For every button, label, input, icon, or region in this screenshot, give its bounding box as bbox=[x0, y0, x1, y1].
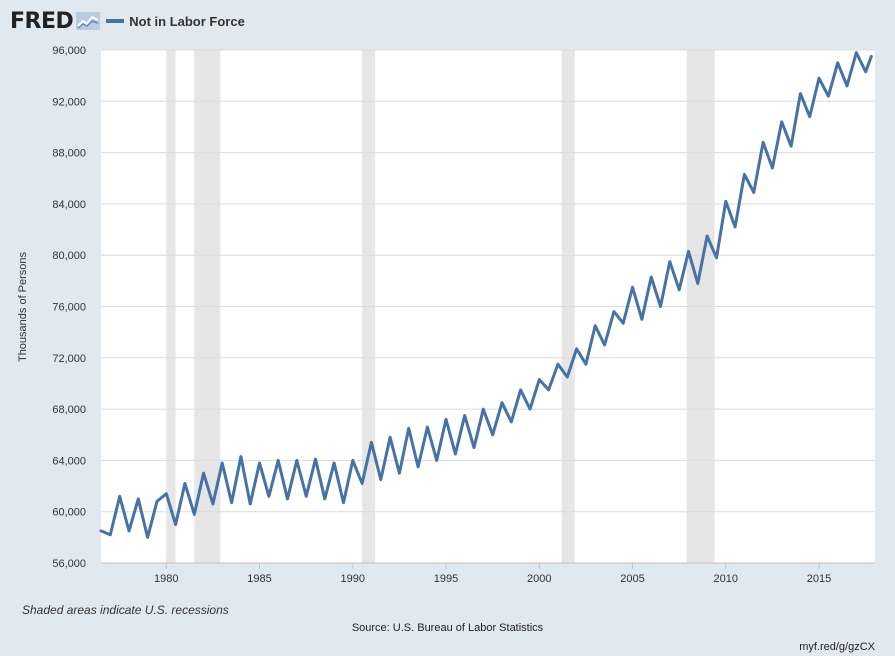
recession-note: Shaded areas indicate U.S. recessions bbox=[22, 603, 229, 617]
chart-header: FRED Not in Labor Force bbox=[10, 8, 245, 34]
x-tick-label: 1980 bbox=[154, 573, 178, 585]
y-tick-label: 80,000 bbox=[52, 250, 86, 262]
y-tick-label: 84,000 bbox=[52, 199, 86, 211]
x-tick-label: 1995 bbox=[434, 573, 458, 585]
line-chart: 56,000 60,000 64,000 68,000 72,000 76,000 80,0… bbox=[17, 45, 875, 585]
y-axis-label: Thousands of Persons bbox=[17, 251, 29, 362]
x-tick-label: 1990 bbox=[341, 573, 365, 585]
y-tick-label: 72,000 bbox=[52, 353, 86, 365]
x-tick-label: 2015 bbox=[807, 573, 831, 585]
y-tick-label: 64,000 bbox=[52, 455, 86, 467]
y-tick-label: 92,000 bbox=[52, 96, 86, 108]
legend-swatch bbox=[106, 19, 125, 23]
fred-chart-icon bbox=[76, 12, 101, 30]
fred-logo-text: FRED bbox=[10, 8, 74, 34]
fred-logo[interactable]: FRED bbox=[10, 8, 101, 34]
y-tick-label: 56,000 bbox=[52, 558, 86, 570]
y-tick-label: 60,000 bbox=[52, 507, 86, 519]
x-tick-label: 2000 bbox=[527, 573, 551, 585]
y-tick-label: 76,000 bbox=[52, 302, 86, 314]
x-tick-label: 2010 bbox=[714, 573, 738, 585]
series-line[interactable] bbox=[99, 51, 873, 539]
chart-legend[interactable]: Not in Labor Force bbox=[106, 14, 245, 29]
source-text: Source: U.S. Bureau of Labor Statistics bbox=[351, 622, 544, 634]
x-tick-label: 1985 bbox=[247, 573, 271, 585]
y-tick-label: 88,000 bbox=[52, 148, 86, 160]
legend-label: Not in Labor Force bbox=[129, 13, 245, 29]
x-tick-label: 2005 bbox=[620, 573, 644, 585]
y-tick-label: 68,000 bbox=[52, 404, 86, 416]
short-url-link[interactable]: myf.red/g/gzCX bbox=[799, 641, 875, 653]
y-tick-label: 96,000 bbox=[52, 45, 86, 57]
